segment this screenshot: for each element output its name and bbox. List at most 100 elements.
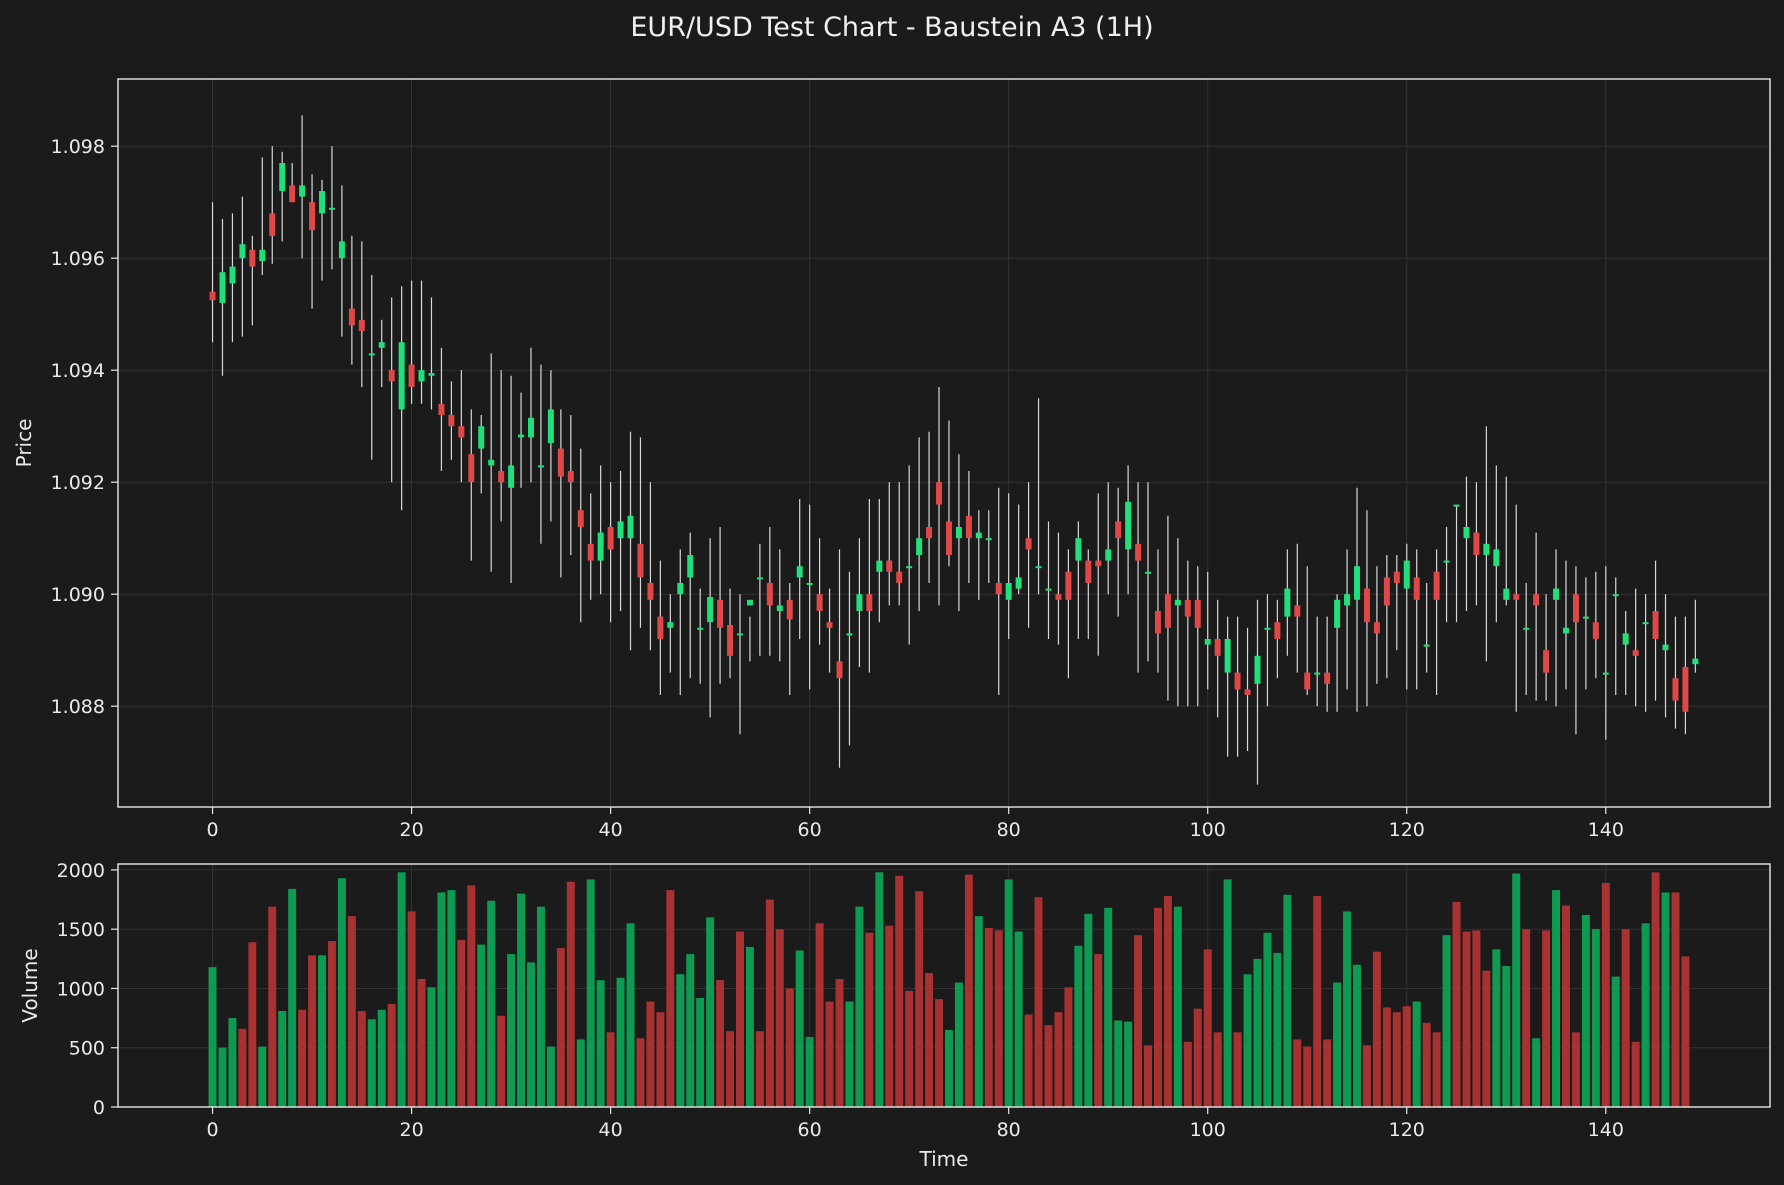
volume-bar: [1004, 879, 1013, 1107]
candle-body: [1363, 588, 1370, 623]
volume-bar: [875, 872, 884, 1107]
candle-body: [617, 521, 624, 539]
candle-body: [627, 515, 634, 539]
volume-bar: [1412, 1001, 1421, 1107]
volume-y-tick-label: 0: [93, 1097, 105, 1119]
volume-bar: [1671, 892, 1680, 1107]
volume-bar: [885, 925, 894, 1107]
candle-body: [776, 605, 783, 611]
volume-bar: [855, 906, 864, 1107]
volume-bar: [954, 982, 963, 1107]
volume-x-tick-label: 0: [206, 1119, 218, 1141]
candle-body: [1145, 571, 1151, 574]
candle-body: [766, 583, 773, 606]
volume-bar: [935, 999, 944, 1107]
candle-body: [1154, 611, 1161, 634]
price-y-tick-label: 1.096: [51, 248, 105, 270]
candle-body: [1065, 571, 1072, 600]
candle-body: [1682, 667, 1689, 712]
volume-bar: [437, 892, 446, 1107]
candle-body: [577, 510, 584, 527]
candle-body: [508, 465, 515, 488]
volume-bar: [666, 890, 675, 1107]
candle-body: [717, 599, 724, 628]
volume-bar: [1094, 954, 1103, 1107]
candle-body: [1025, 538, 1032, 550]
volume-bar: [536, 906, 545, 1107]
volume-bar: [686, 954, 695, 1107]
volume-y-tick-label: 1000: [57, 978, 105, 1000]
candle-body: [697, 627, 704, 630]
volume-bar: [676, 974, 685, 1107]
volume-bar: [1243, 974, 1252, 1107]
volume-bar: [1213, 1032, 1222, 1107]
volume-bar: [1452, 901, 1461, 1107]
volume-bar: [905, 990, 914, 1107]
volume-x-tick-label: 120: [1389, 1119, 1425, 1141]
candle-body: [567, 471, 574, 483]
volume-bar: [1681, 956, 1690, 1107]
candle-body: [1513, 594, 1520, 600]
candle-body: [1403, 560, 1410, 589]
candle-body: [1005, 583, 1012, 600]
candle-body: [1473, 532, 1480, 555]
candle-body: [1602, 672, 1609, 675]
volume-bar: [1641, 923, 1650, 1107]
volume-bar: [347, 916, 356, 1107]
volume-bar: [517, 893, 526, 1107]
volume-x-tick-label: 20: [399, 1119, 423, 1141]
volume-bar: [1591, 929, 1600, 1107]
volume-x-tick-label: 60: [798, 1119, 822, 1141]
volume-bar: [327, 941, 336, 1107]
candle-body: [926, 527, 933, 539]
candle-body: [1423, 644, 1430, 647]
volume-bar: [288, 888, 297, 1107]
volume-bar: [1382, 1007, 1391, 1107]
volume-bar: [1253, 958, 1262, 1107]
volume-bar: [1512, 873, 1521, 1107]
candle-body: [1214, 639, 1221, 656]
candle-body: [985, 538, 992, 541]
volume-bar: [1522, 929, 1531, 1107]
volume-bar: [1303, 1046, 1312, 1107]
volume-y-tick-label: 2000: [57, 860, 105, 882]
volume-bar: [208, 967, 217, 1107]
volume-bar: [1183, 1041, 1192, 1107]
candle-body: [498, 471, 505, 483]
volume-bar: [1631, 1041, 1640, 1107]
volume-bar: [1034, 897, 1043, 1107]
volume-bar: [1024, 1014, 1033, 1107]
candle-body: [906, 566, 913, 569]
candle-body: [1373, 622, 1380, 634]
candle-body: [1174, 599, 1181, 606]
volume-bar: [457, 939, 466, 1107]
candle-body: [229, 266, 236, 284]
volume-bar: [387, 1003, 396, 1107]
volume-bar: [636, 1038, 645, 1107]
candle-body: [965, 515, 972, 539]
price-x-tick-label: 80: [997, 819, 1021, 841]
candle-body: [348, 308, 355, 326]
candle-body: [1443, 560, 1450, 563]
candle-body: [1493, 549, 1500, 567]
volume-bar: [377, 1009, 386, 1107]
candle-body: [737, 633, 743, 636]
volume-bar: [616, 977, 625, 1107]
volume-bar: [1581, 914, 1590, 1107]
candle-body: [1393, 571, 1400, 583]
candle-body: [388, 370, 395, 382]
volume-bar: [218, 1047, 227, 1107]
volume-bar: [556, 948, 565, 1107]
candle-body: [1015, 577, 1022, 589]
volume-bar: [1203, 949, 1212, 1107]
volume-y-tick-label: 500: [69, 1038, 105, 1060]
candle-body: [259, 249, 266, 261]
volume-bar: [994, 930, 1003, 1107]
volume-bar: [1552, 890, 1561, 1107]
volume-bar: [1353, 964, 1361, 1107]
candle-body: [866, 594, 873, 611]
volume-bar: [1392, 1012, 1401, 1107]
candle-body: [1294, 605, 1301, 617]
volume-bar: [1114, 1020, 1123, 1107]
volume-bar: [357, 1010, 366, 1107]
